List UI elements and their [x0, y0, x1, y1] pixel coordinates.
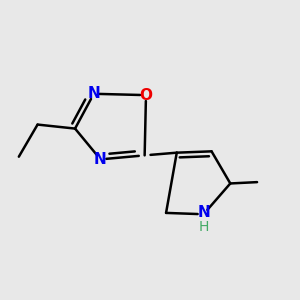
Text: N: N: [87, 86, 100, 101]
Text: N: N: [94, 152, 107, 167]
Text: N: N: [197, 205, 210, 220]
Text: O: O: [140, 88, 152, 103]
Text: H: H: [198, 220, 209, 234]
